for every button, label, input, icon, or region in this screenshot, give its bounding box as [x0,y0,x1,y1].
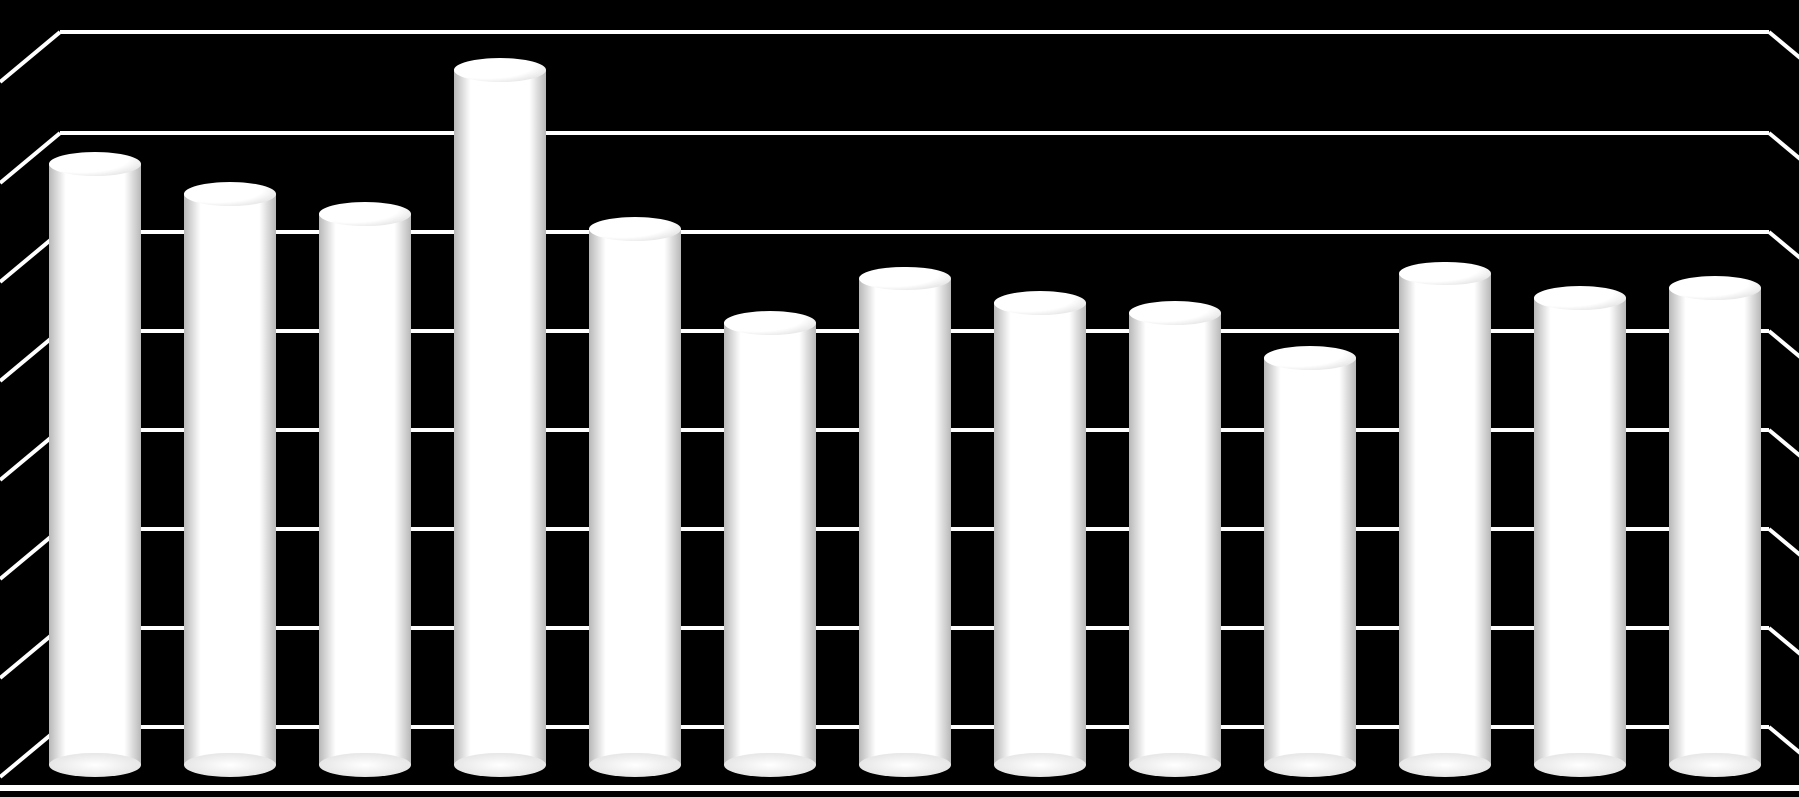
gridline [60,131,1769,135]
bar [724,323,816,765]
bar-body [994,303,1086,765]
bar-body [454,70,546,765]
bar-cap-top [49,152,141,176]
bar [184,194,276,765]
gridline-depth [1768,626,1799,679]
floor-front-edge [0,785,1799,791]
gridline-depth [1768,428,1799,481]
bar-body [49,164,141,765]
bar [319,214,411,765]
bar [1399,274,1491,765]
bar-body [1669,288,1761,765]
bar-cap-bottom [859,753,951,777]
bar-cap-top [1399,262,1491,286]
bar-cap-bottom [49,753,141,777]
bar-cap-top [1669,276,1761,300]
bar-cap-bottom [994,753,1086,777]
gridline [60,230,1769,234]
gridline-depth [1768,725,1799,778]
gridline-depth [1768,230,1799,283]
bar-cap-top [859,267,951,291]
bar [49,164,141,765]
bar-body [1399,274,1491,765]
bar-body [1534,298,1626,765]
bar-cap-top [1264,346,1356,370]
bar-cap-bottom [1669,753,1761,777]
bar-cap-top [319,202,411,226]
gridline-depth [1768,30,1799,83]
bar-cap-bottom [454,753,546,777]
gridline-depth [1768,329,1799,382]
bar [454,70,546,765]
gridline-depth [1768,131,1799,184]
bar-cap-bottom [1129,753,1221,777]
bar-cap-bottom [589,753,681,777]
bar-cap-top [184,182,276,206]
bar-body [1264,358,1356,765]
cylinder-bar-chart [0,0,1799,797]
bar-body [589,229,681,765]
bar-cap-bottom [1399,753,1491,777]
bar [994,303,1086,765]
bar-body [319,214,411,765]
bar-cap-top [724,311,816,335]
bar [1534,298,1626,765]
bar-body [1129,313,1221,765]
bar-body [184,194,276,765]
gridline-depth [0,30,61,83]
bar-body [724,323,816,765]
bar-cap-top [589,217,681,241]
bar-cap-bottom [319,753,411,777]
bar [1129,313,1221,765]
bar-cap-bottom [724,753,816,777]
bar-cap-top [1534,286,1626,310]
bar [589,229,681,765]
bar [859,279,951,766]
bar [1669,288,1761,765]
bar [1264,358,1356,765]
bar-cap-bottom [1264,753,1356,777]
bar-cap-top [994,291,1086,315]
bar-cap-bottom [1534,753,1626,777]
bar-cap-top [1129,301,1221,325]
bar-cap-bottom [184,753,276,777]
bar-cap-top [454,58,546,82]
gridline-depth [1768,527,1799,580]
bar-body [859,279,951,766]
gridline [60,30,1769,34]
